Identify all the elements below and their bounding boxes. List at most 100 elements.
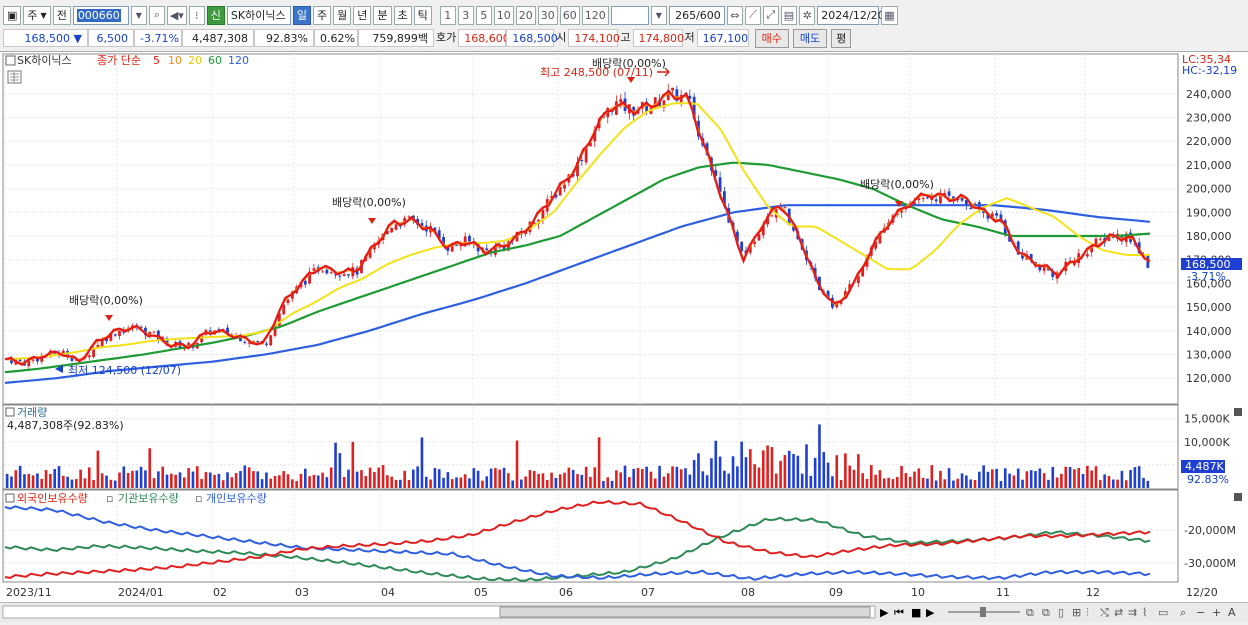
volume-bar (273, 476, 277, 488)
volume-bar (593, 467, 597, 488)
zoom-icon[interactable]: ⌕ (1180, 606, 1186, 619)
expand-icon[interactable]: ⤢ (762, 5, 779, 25)
volume-bar (1103, 474, 1106, 488)
candle-body (1094, 238, 1098, 246)
period-tab-monthly[interactable]: 월 (333, 5, 352, 25)
candle-body (139, 327, 143, 329)
volume-panel-value: 4,487,308주(92.83%) (7, 419, 124, 432)
tool-icon-5[interactable]: ⫶ (1086, 606, 1089, 619)
stock-code-input[interactable]: 000660 (72, 5, 129, 25)
stock-chart-svg[interactable]: 240,000 230,000 220,000 210,000 200,000 190,0… (0, 52, 1248, 605)
volume-bar (692, 459, 696, 488)
font-size-icon[interactable]: A (1228, 606, 1236, 619)
tool-icon-10[interactable]: ▭ (1158, 606, 1168, 619)
volume-bar (472, 468, 476, 488)
period-tab-daily[interactable]: 일 (292, 5, 312, 25)
legend-stock-name: SK하이닉스 (17, 53, 72, 67)
zoom-in-icon[interactable]: + (1212, 606, 1221, 619)
count-button-60[interactable]: 60 (559, 5, 580, 25)
date-field[interactable]: 2024/12/20 (817, 5, 885, 25)
buy-button[interactable]: 매수 (754, 28, 789, 48)
volume-bar (239, 471, 242, 488)
count-button-5[interactable]: 5 (475, 5, 492, 25)
count-button-20[interactable]: 20 (515, 5, 536, 25)
holding-close-icon[interactable] (1234, 493, 1242, 501)
scroll-icon[interactable]: ⇔ (726, 5, 743, 25)
sell-button[interactable]: 매도 (792, 28, 828, 48)
period-main-dropdown[interactable]: 주 ▼ (23, 5, 51, 25)
count-button-1[interactable]: 1 (439, 5, 456, 25)
tool-icon-1[interactable]: ⧉ (1026, 606, 1034, 619)
candle-body (61, 350, 65, 355)
holding-legend-sep2: ▫ (195, 492, 202, 505)
volume-bar (44, 470, 48, 488)
volume-bar (628, 477, 631, 488)
volume-bar (835, 455, 839, 488)
period-tab-second[interactable]: 초 (393, 5, 412, 25)
period-tab-minute[interactable]: 분 (373, 5, 392, 25)
scrollbar-thumb[interactable] (499, 606, 871, 618)
price-tick-label: 140,000 (1186, 325, 1232, 338)
scroll-right-icon[interactable]: ▶ (880, 606, 889, 619)
volume-bar (269, 478, 273, 488)
count-button-120[interactable]: 120 (581, 5, 609, 25)
count-button-10[interactable]: 10 (493, 5, 514, 25)
candle-body (303, 280, 307, 285)
settings-dots-icon[interactable]: ⁝ (188, 5, 205, 25)
volume-bar (299, 473, 303, 488)
tool-icon-8[interactable]: ⇉ (1128, 606, 1137, 619)
volume-panel-icon[interactable] (5, 407, 15, 417)
save-icon[interactable]: ▤ (780, 5, 798, 25)
volume-bar (960, 473, 964, 488)
volume-bar (1090, 470, 1093, 488)
tool-icon-7[interactable]: ⇄ (1114, 606, 1123, 619)
candle-body (459, 244, 463, 247)
rewind-icon[interactable]: ⏮ (894, 606, 904, 619)
tool-icon-6[interactable]: ⤭ (1100, 606, 1109, 619)
play-icon[interactable]: ▶ (926, 606, 935, 619)
volume-close-icon[interactable] (1234, 408, 1242, 416)
volume-bar (826, 462, 830, 488)
zoom-out-icon[interactable]: − (1196, 606, 1205, 619)
period-tab-tick[interactable]: 틱 (413, 5, 432, 25)
candle-body (325, 269, 329, 274)
volume-bar (325, 477, 329, 488)
speaker-icon[interactable]: ◀▾ (166, 5, 187, 25)
calendar-icon[interactable]: ▦ (881, 5, 898, 25)
zoom-slider-handle[interactable] (980, 607, 986, 617)
volume-bar (623, 465, 627, 488)
chart-area[interactable]: 240,000 230,000 220,000 210,000 200,000 190,0… (0, 51, 1248, 605)
tool-icon-4[interactable]: ⊞ (1072, 606, 1081, 619)
period-prev-button[interactable]: 전 (52, 5, 71, 25)
new-badge[interactable]: 신 (206, 5, 225, 25)
period-tab-yearly[interactable]: 년 (353, 5, 372, 25)
legend-box-icon[interactable] (5, 55, 16, 66)
stop-icon[interactable]: ■ (911, 606, 921, 619)
count-custom-input[interactable] (610, 5, 649, 25)
volume-bar (195, 466, 199, 488)
holding-panel-icon[interactable] (5, 493, 15, 503)
tool-icon-9[interactable]: ⌇ (1142, 606, 1147, 619)
candle-body (92, 347, 95, 357)
volume-bar (420, 437, 424, 488)
tool-icon-3[interactable]: ▯ (1058, 606, 1064, 619)
code-dropdown-icon[interactable]: ▼ (130, 5, 147, 25)
count-dropdown-icon[interactable]: ▼ (650, 5, 667, 25)
candle-body (187, 342, 191, 346)
view-count-field[interactable]: 265/600 (668, 5, 725, 25)
window-menu-icon[interactable]: ▣ (3, 5, 22, 25)
volume-bar (377, 467, 381, 488)
draw-line-icon[interactable]: ⟋ (744, 5, 761, 25)
gear-icon[interactable]: ✲ (799, 5, 816, 25)
candle-body (282, 304, 286, 315)
tool-icon-2[interactable]: ⧉ (1042, 606, 1050, 619)
eval-button[interactable]: 평 (831, 28, 852, 48)
search-icon[interactable]: ⌕ (148, 5, 165, 25)
count-button-3[interactable]: 3 (457, 5, 474, 25)
count-button-30[interactable]: 30 (537, 5, 558, 25)
volume-bar (714, 440, 718, 488)
bottom-bar-svg: ▶ ⏮ ■ ▶ ⧉ ⧉ ▯ ⊞ ⫶ ⤭ ⇄ ⇉ ⌇ ▭ ⌕ − + A (2, 605, 1236, 619)
volume-bar (1038, 468, 1042, 488)
period-tab-weekly[interactable]: 주 (313, 5, 332, 25)
stock-name-field[interactable]: SK하이닉스 (226, 5, 291, 25)
